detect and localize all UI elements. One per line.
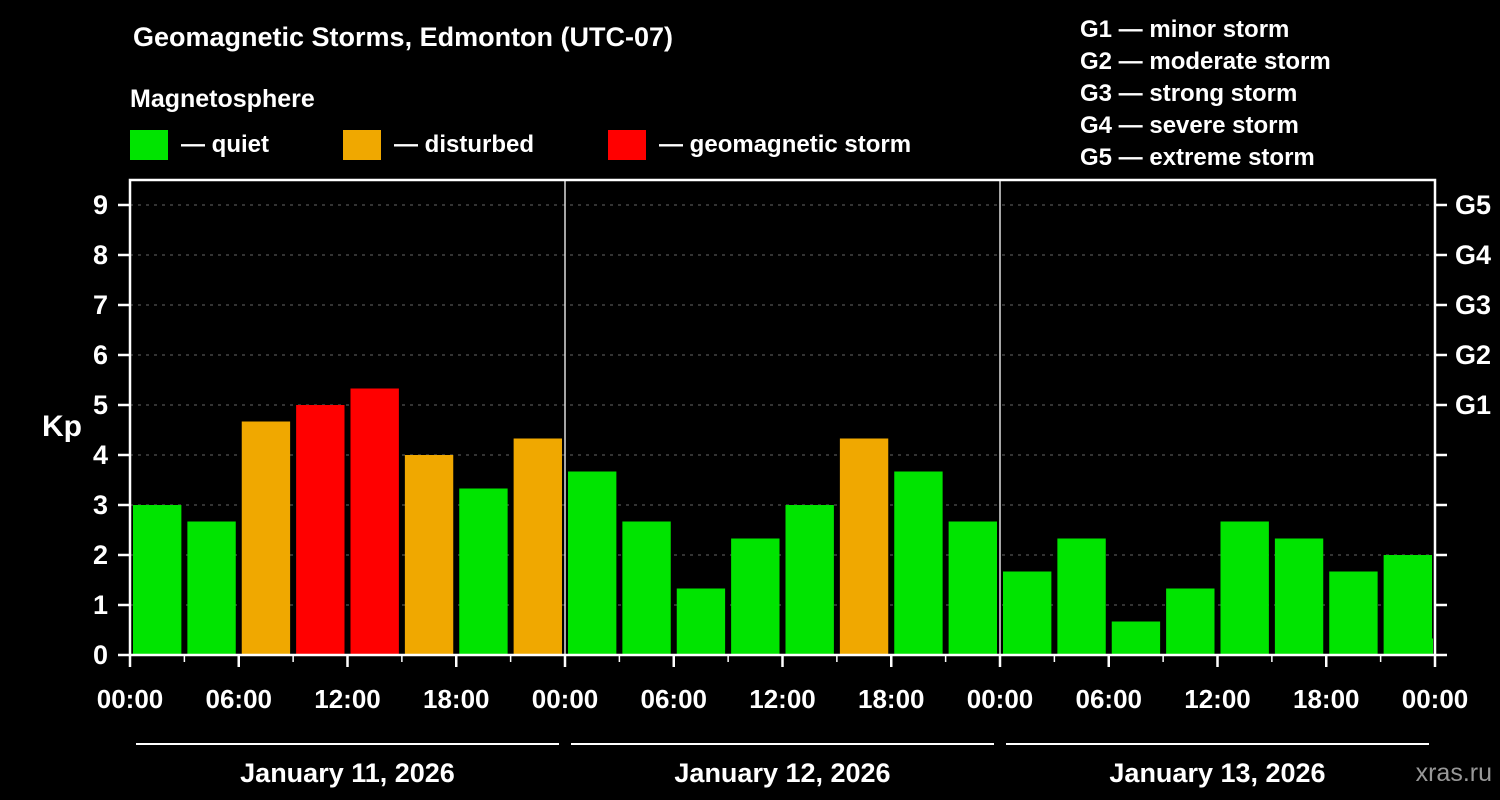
svg-text:G4: G4 [1455,240,1491,270]
svg-text:January 13, 2026: January 13, 2026 [1109,758,1325,788]
svg-text:G3: G3 [1455,290,1491,320]
svg-text:06:00: 06:00 [641,684,708,714]
svg-text:January 12, 2026: January 12, 2026 [674,758,890,788]
y-axis-title: Kp [42,410,82,443]
svg-text:5: 5 [93,390,108,420]
svg-text:18:00: 18:00 [423,684,490,714]
svg-text:00:00: 00:00 [967,684,1034,714]
svg-text:1: 1 [93,590,108,620]
svg-text:06:00: 06:00 [1076,684,1143,714]
storm-scale-g3: G3 — strong storm [1080,80,1298,107]
svg-text:8: 8 [93,240,108,270]
kp-legend: — quiet — disturbed — geomagnetic storm [130,130,911,160]
svg-text:9: 9 [93,190,108,220]
svg-text:00:00: 00:00 [532,684,599,714]
quiet-swatch-icon [130,130,168,160]
svg-text:00:00: 00:00 [97,684,164,714]
svg-text:12:00: 12:00 [749,684,816,714]
storm-scale-g2: G2 — moderate storm [1080,48,1331,75]
legend-label-storm: — geomagnetic storm [659,131,912,158]
legend-item-quiet: — quiet [130,130,269,160]
svg-text:G1: G1 [1455,390,1491,420]
svg-text:12:00: 12:00 [314,684,381,714]
svg-text:7: 7 [93,290,108,320]
legend-item-disturbed: — disturbed [343,130,534,160]
watermark: xras.ru [1415,759,1492,787]
storm-scale-legend: G1 — minor storm G2 — moderate storm G3 … [1080,14,1331,174]
storm-scale-g4: G4 — severe storm [1080,112,1299,139]
svg-text:00:00: 00:00 [1402,684,1469,714]
svg-text:12:00: 12:00 [1184,684,1251,714]
storm-scale-g1: G1 — minor storm [1080,16,1290,43]
legend-label-disturbed: — disturbed [394,131,535,158]
svg-text:2: 2 [93,540,108,570]
svg-text:3: 3 [93,490,108,520]
disturbed-swatch-icon [343,130,381,160]
legend-label-quiet: — quiet [181,131,269,158]
svg-text:G5: G5 [1455,190,1491,220]
storm-swatch-icon [608,130,647,160]
chart-subtitle: Magnetosphere [130,85,315,113]
storm-scale-g5: G5 — extreme storm [1080,144,1315,171]
svg-text:G2: G2 [1455,340,1491,370]
legend-item-storm: — geomagnetic storm [608,130,911,160]
svg-text:18:00: 18:00 [1293,684,1360,714]
svg-text:06:00: 06:00 [206,684,273,714]
svg-text:January 11, 2026: January 11, 2026 [240,758,455,788]
svg-text:4: 4 [93,440,108,470]
svg-text:0: 0 [93,640,108,670]
svg-text:6: 6 [93,340,108,370]
page-title: Geomagnetic Storms, Edmonton (UTC-07) [133,22,674,52]
svg-text:18:00: 18:00 [858,684,925,714]
